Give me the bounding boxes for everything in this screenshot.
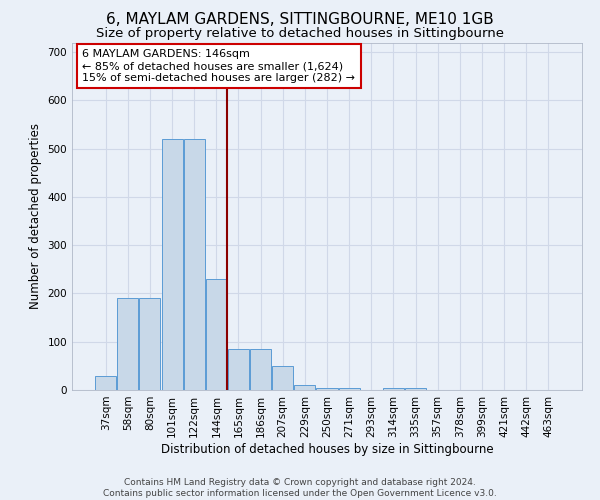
Bar — [118, 298, 139, 390]
Bar — [295, 385, 316, 390]
Text: Size of property relative to detached houses in Sittingbourne: Size of property relative to detached ho… — [96, 28, 504, 40]
Text: 6 MAYLAM GARDENS: 146sqm
← 85% of detached houses are smaller (1,624)
15% of sem: 6 MAYLAM GARDENS: 146sqm ← 85% of detach… — [82, 50, 355, 82]
Bar — [206, 279, 227, 390]
X-axis label: Distribution of detached houses by size in Sittingbourne: Distribution of detached houses by size … — [161, 442, 493, 456]
Bar — [95, 376, 116, 390]
Bar — [405, 388, 426, 390]
Bar — [250, 349, 271, 390]
Bar — [338, 388, 359, 390]
Text: 6, MAYLAM GARDENS, SITTINGBOURNE, ME10 1GB: 6, MAYLAM GARDENS, SITTINGBOURNE, ME10 1… — [106, 12, 494, 28]
Bar — [184, 139, 205, 390]
Bar — [161, 139, 182, 390]
Text: Contains HM Land Registry data © Crown copyright and database right 2024.
Contai: Contains HM Land Registry data © Crown c… — [103, 478, 497, 498]
Bar — [272, 366, 293, 390]
Bar — [139, 298, 160, 390]
Bar — [316, 388, 338, 390]
Bar — [383, 388, 404, 390]
Bar — [228, 349, 249, 390]
Y-axis label: Number of detached properties: Number of detached properties — [29, 123, 42, 309]
